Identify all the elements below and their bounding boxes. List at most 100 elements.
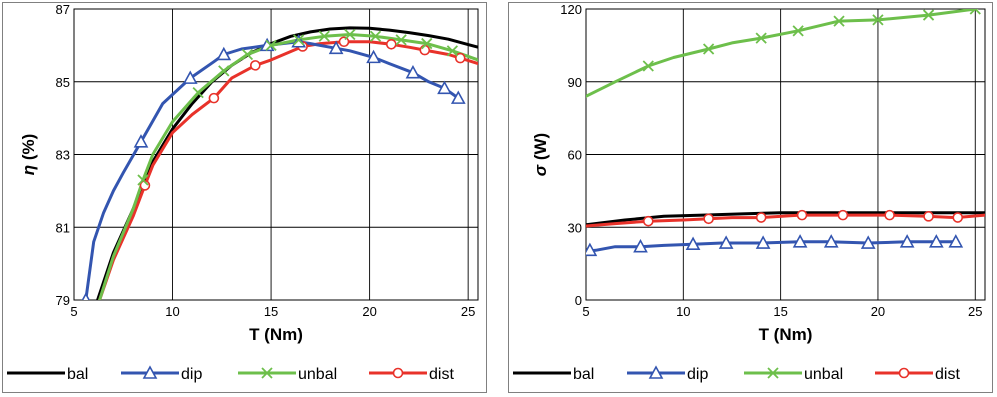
legend-label-dip: dip xyxy=(687,366,708,383)
point-dip xyxy=(948,234,964,248)
legend-marker-dip xyxy=(142,365,158,379)
x-tick-label: 10 xyxy=(165,304,179,319)
legend-marker-unbal xyxy=(261,367,273,379)
y-tick-label: 81 xyxy=(56,220,70,235)
y-axis-symbol: η xyxy=(19,165,38,175)
point-dip xyxy=(133,134,149,148)
legend-label-dip: dip xyxy=(181,366,202,383)
x-tick-label: 15 xyxy=(773,304,787,319)
point-unbal xyxy=(293,34,305,46)
point-dip xyxy=(586,242,598,257)
point-dist xyxy=(454,52,466,64)
series-line-dip xyxy=(84,40,460,300)
series-line-dip xyxy=(586,240,958,253)
x-tick-label: 5 xyxy=(582,304,589,319)
point-unbal xyxy=(969,9,981,15)
point-unbal xyxy=(218,65,230,77)
x-axis-title: T (Nm) xyxy=(249,325,303,344)
point-dist xyxy=(796,209,808,221)
point-dip xyxy=(328,40,344,55)
point-unbal xyxy=(137,174,149,186)
point-unbal xyxy=(792,25,804,37)
point-dip xyxy=(216,46,232,61)
point-unbal xyxy=(241,48,254,61)
point-dip xyxy=(899,234,915,248)
point-unbal xyxy=(446,45,459,57)
y-axis-symbol: σ xyxy=(531,164,550,176)
y-tick-label: 87 xyxy=(56,3,70,17)
point-dip xyxy=(823,234,839,248)
x-axis-title: T (Nm) xyxy=(759,325,813,344)
point-dip xyxy=(81,292,91,300)
point-unbal xyxy=(642,60,654,72)
x-tick-label: 25 xyxy=(461,304,475,319)
point-dist xyxy=(208,92,220,104)
point-dist xyxy=(703,213,714,225)
point-dist xyxy=(338,36,350,48)
series-group xyxy=(586,9,985,257)
x-tick-label: 25 xyxy=(968,304,982,319)
legend-label-unbal: unbal xyxy=(298,366,337,383)
point-dip xyxy=(633,238,648,253)
point-dip xyxy=(718,235,734,249)
y-tick-label: 30 xyxy=(568,220,582,235)
point-unbal xyxy=(265,39,277,52)
series-line-dist xyxy=(98,40,478,300)
point-dip xyxy=(755,235,771,249)
legend: bal dip unbal dist xyxy=(513,365,960,383)
y-tick-label: 60 xyxy=(568,148,582,163)
point-unbal xyxy=(395,34,407,46)
loss-chart: 5 10 15 20 25 0 30 60 90 120 T (Nm) σ (W) bal dip unba… xyxy=(513,2,986,383)
point-dist xyxy=(923,211,934,222)
point-unbal xyxy=(922,9,935,21)
point-dip xyxy=(792,234,808,248)
y-tick-label: 0 xyxy=(575,293,582,308)
legend-label-dist: dist xyxy=(935,366,960,383)
point-unbal xyxy=(318,30,330,42)
point-dist xyxy=(952,212,964,223)
point-dip xyxy=(405,64,421,79)
y-tick-label: 90 xyxy=(568,75,582,90)
efficiency-chart-panel: 5 10 15 20 25 79 81 83 85 87 T (Nm) η (%) bal dip unba… xyxy=(2,2,487,393)
y-tick-label: 83 xyxy=(56,148,70,163)
plot-area xyxy=(73,8,479,301)
point-dip xyxy=(860,235,876,249)
x-tick-label: 20 xyxy=(362,304,376,319)
series-group xyxy=(81,26,478,300)
series-line-unbal xyxy=(98,33,478,300)
y-tick-label: 85 xyxy=(56,75,70,90)
legend-label-unbal: unbal xyxy=(804,366,843,383)
loss-chart-panel: 5 10 15 20 25 0 30 60 90 120 T (Nm) σ (W) bal dip unba… xyxy=(508,2,993,393)
point-dip xyxy=(685,236,701,251)
series-line-bal xyxy=(96,26,478,300)
point-dip xyxy=(928,234,944,248)
point-unbal xyxy=(872,14,884,26)
point-dist xyxy=(385,38,397,50)
point-dip xyxy=(450,90,466,104)
grid xyxy=(585,8,985,301)
efficiency-chart: 5 10 15 20 25 79 81 83 85 87 T (Nm) η (%) bal dip unba… xyxy=(7,2,479,383)
legend: bal dip unbal dist xyxy=(7,365,454,383)
point-unbal xyxy=(755,32,767,44)
y-axis-unit: (%) xyxy=(19,134,38,165)
point-dist xyxy=(419,44,431,56)
point-unbal xyxy=(369,30,382,42)
legend-label-bal: bal xyxy=(67,366,88,383)
point-dip xyxy=(366,49,381,64)
legend-marker-unbal xyxy=(767,367,779,379)
point-unbal xyxy=(344,28,356,41)
legend-marker-dist xyxy=(898,367,910,379)
y-axis-title: η (%) xyxy=(19,134,38,176)
point-unbal xyxy=(421,37,433,50)
point-unbal xyxy=(702,43,715,55)
y-axis-title: σ (W) xyxy=(531,133,550,176)
point-dip xyxy=(182,70,198,84)
x-tick-label: 10 xyxy=(676,304,690,319)
point-unbal xyxy=(192,87,204,99)
point-dist xyxy=(884,209,895,221)
point-dist xyxy=(837,209,849,221)
x-tick-label: 20 xyxy=(871,304,885,319)
legend-label-bal: bal xyxy=(573,366,594,383)
point-dist xyxy=(755,212,767,223)
point-unbal xyxy=(833,15,845,27)
